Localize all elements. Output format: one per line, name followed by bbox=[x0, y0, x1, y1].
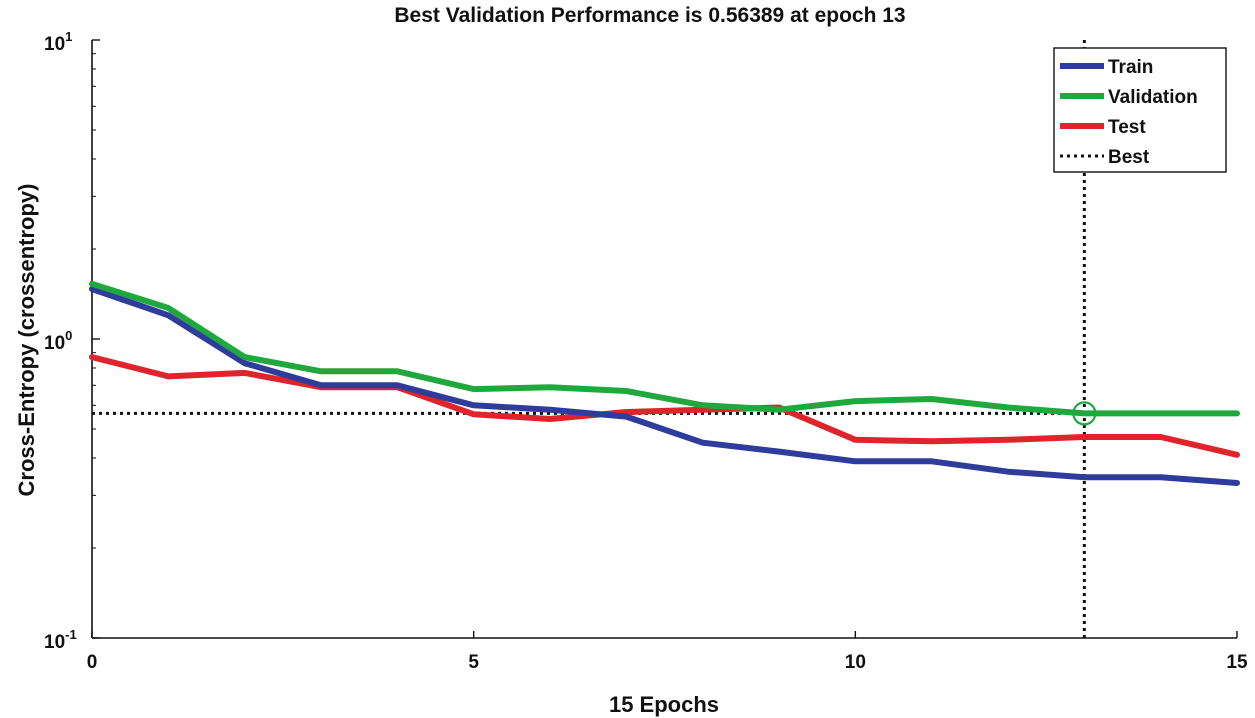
legend-label-test: Test bbox=[1108, 117, 1146, 138]
x-tick-label: 0 bbox=[87, 652, 98, 673]
y-tick-exponent: 0 bbox=[65, 328, 72, 343]
y-tick-base: 10 bbox=[44, 333, 65, 354]
y-tick-label: 101 bbox=[44, 29, 72, 55]
legend-label-best: Best bbox=[1108, 147, 1150, 168]
chart-title: Best Validation Performance is 0.56389 a… bbox=[394, 4, 905, 27]
y-tick-base: 10 bbox=[44, 34, 65, 55]
series-line-test bbox=[89, 354, 1240, 458]
x-tick-label: 15 bbox=[1226, 652, 1248, 673]
x-tick-label: 5 bbox=[468, 652, 479, 673]
x-axis-label: 15 Epochs bbox=[609, 692, 719, 717]
y-axis-label: Cross-Entropy (crossentropy) bbox=[14, 184, 39, 497]
series-line-validation bbox=[89, 280, 1240, 417]
best-marker bbox=[1072, 401, 1097, 426]
y-tick-exponent: 1 bbox=[65, 29, 72, 44]
y-tick-label: 100 bbox=[44, 328, 72, 354]
y-tick-base: 10 bbox=[44, 632, 65, 653]
legend-label-validation: Validation bbox=[1108, 87, 1198, 108]
y-tick-label: 10-1 bbox=[44, 627, 77, 653]
series-line-train bbox=[89, 286, 1240, 486]
legend: Train Validation Test Best bbox=[1053, 47, 1227, 173]
x-tick-label: 10 bbox=[845, 652, 866, 673]
legend-label-train: Train bbox=[1108, 57, 1153, 78]
y-tick-exponent: -1 bbox=[65, 627, 77, 642]
